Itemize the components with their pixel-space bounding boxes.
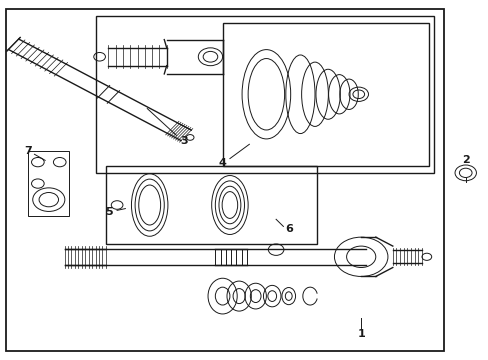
Text: 1: 1 — [357, 329, 365, 339]
Bar — [222, 23, 428, 166]
Text: 4: 4 — [218, 158, 226, 168]
Bar — [106, 166, 317, 244]
Bar — [28, 152, 69, 216]
Text: 3: 3 — [180, 136, 187, 146]
Text: 7: 7 — [24, 147, 32, 157]
Text: 6: 6 — [285, 224, 293, 234]
Text: 2: 2 — [461, 156, 468, 165]
Text: 5: 5 — [105, 207, 113, 217]
Bar — [96, 16, 433, 173]
